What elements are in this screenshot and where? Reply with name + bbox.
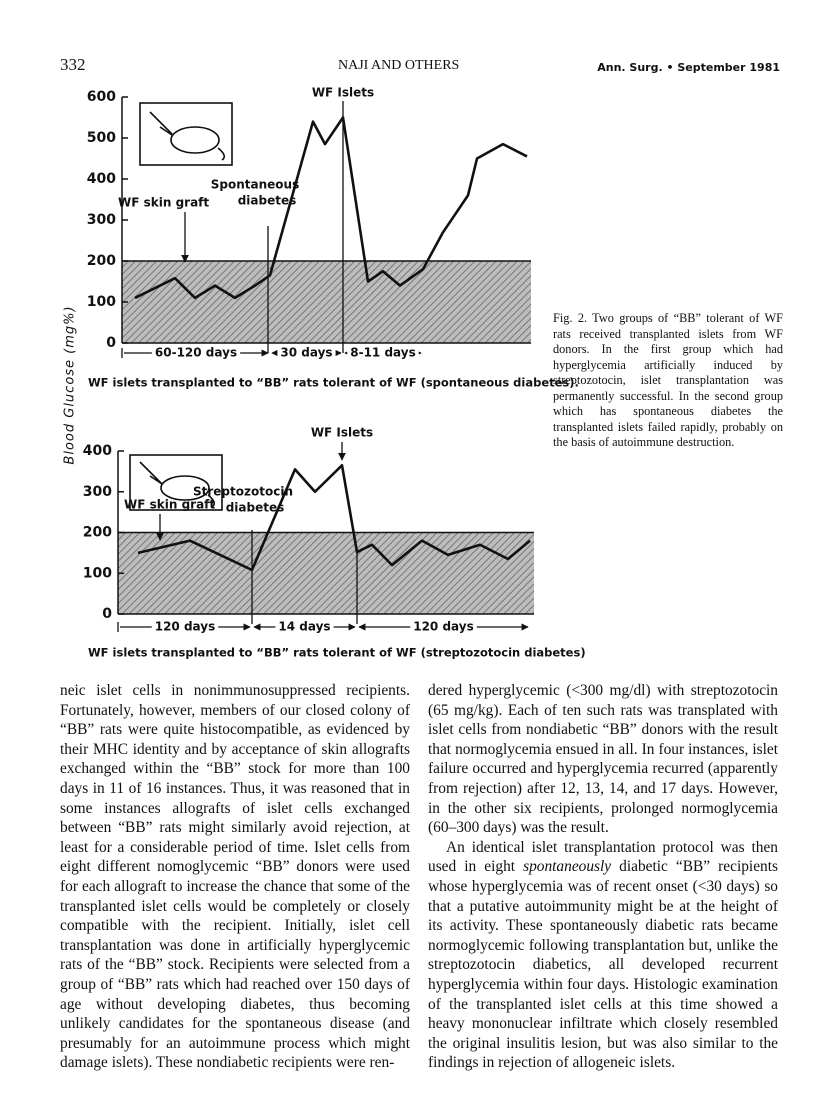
annotation: WF skin graft: [124, 498, 215, 512]
y-tick-label: 600: [87, 89, 116, 105]
y-tick-label: 100: [87, 294, 116, 310]
annotation: WF Islets: [311, 426, 373, 440]
annotation: Streptozotocin: [193, 485, 293, 499]
y-tick-label: 100: [83, 565, 112, 581]
text: diabetic “BB” recipients whose hyperglyc…: [428, 858, 778, 1072]
paragraph: dered hyperglycemic (<300 mg/dl) with st…: [428, 682, 778, 837]
normal-range-band: [122, 261, 531, 343]
annotation: diabetes: [238, 194, 297, 208]
interval-label: 60-120 days: [155, 346, 237, 360]
annotation: Spontaneous: [211, 178, 299, 192]
y-axis-label: Blood Glucose (mg%): [63, 305, 78, 464]
chart-title: WF islets transplanted to “BB” rats tole…: [88, 646, 586, 660]
chart-title: WF islets transplanted to “BB” rats tole…: [88, 376, 579, 390]
y-tick-label: 300: [83, 484, 112, 500]
page-number: 332: [60, 55, 86, 74]
y-tick-label: 400: [87, 171, 116, 187]
paragraph: An identical islet transplantation proto…: [428, 838, 778, 1073]
annotation: diabetes: [226, 501, 285, 515]
journal: Ann. Surg. • September 1981: [597, 61, 780, 74]
y-tick-label: 300: [87, 212, 116, 228]
label-background: [151, 345, 241, 360]
figure-caption: Fig. 2. Two groups of “BB” tolerant of W…: [553, 311, 783, 449]
text-column: dered hyperglycemic (<300 mg/dl) with st…: [428, 681, 778, 1073]
y-tick-label: 200: [87, 253, 116, 269]
figure: Blood Glucose (mg%) 0 100 200 300 400 500 600 W…: [63, 86, 586, 660]
interval-label: 120 days: [155, 620, 216, 634]
running-head: NAJI AND OTHERS: [338, 58, 460, 73]
label-background: [347, 345, 419, 360]
emphasis: spontaneously: [523, 858, 612, 876]
data-line: [137, 463, 531, 572]
interval-label: 120 days: [413, 620, 474, 634]
label-background: [275, 619, 334, 634]
label-background: [410, 619, 477, 634]
interval-label: 8-11 days: [350, 346, 416, 360]
annotation: WF skin graft: [118, 196, 209, 210]
label-background: [277, 345, 336, 360]
interval-label: 30 days: [280, 346, 332, 360]
label-background: [151, 619, 219, 634]
normal-range-band: [118, 532, 534, 614]
y-tick-label: 200: [83, 525, 112, 541]
y-tick-label: 500: [87, 130, 116, 146]
y-tick-label: 0: [102, 606, 112, 622]
paragraph: neic islet cells in nonimmunosuppressed …: [60, 682, 410, 1072]
y-tick-label: 400: [83, 443, 112, 459]
text-column: neic islet cells in nonimmunosuppressed …: [60, 681, 410, 1073]
icon: [129, 102, 233, 511]
text: An identical islet transplantation proto…: [428, 838, 778, 876]
annotation: WF Islets: [312, 86, 374, 100]
y-tick-label: 0: [106, 335, 116, 351]
interval-label: 14 days: [278, 620, 330, 634]
